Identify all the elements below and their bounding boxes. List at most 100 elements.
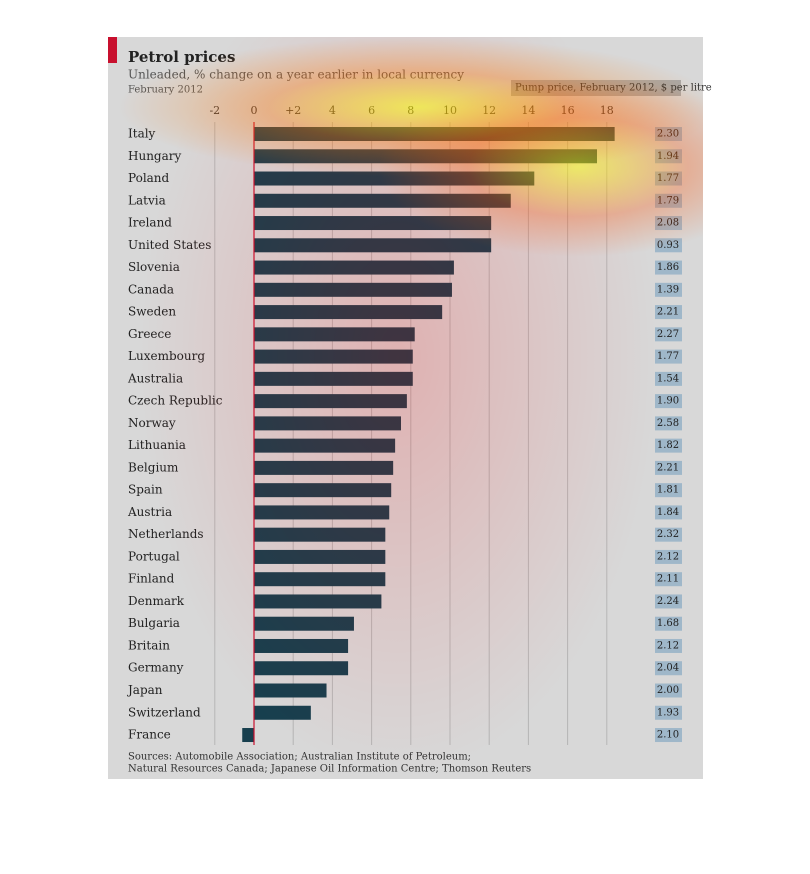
pump-price-label: 2.08 bbox=[657, 218, 679, 229]
bar bbox=[254, 216, 492, 231]
bar bbox=[254, 438, 396, 453]
x-tick-label: +2 bbox=[285, 104, 301, 117]
source-note: Sources: Automobile Association; Austral… bbox=[128, 752, 471, 763]
source-note: Natural Resources Canada; Japanese Oil I… bbox=[128, 764, 531, 775]
category-label: Sweden bbox=[128, 305, 176, 319]
x-tick-label: 14 bbox=[521, 104, 535, 117]
bar bbox=[254, 460, 394, 475]
chart-date: February 2012 bbox=[128, 85, 203, 96]
pump-price-label: 2.10 bbox=[657, 730, 679, 741]
bar bbox=[254, 171, 535, 186]
category-label: Italy bbox=[128, 127, 156, 141]
category-label: Netherlands bbox=[128, 527, 204, 541]
pump-price-label: 1.93 bbox=[657, 707, 679, 718]
bar bbox=[254, 238, 492, 253]
category-label: Poland bbox=[128, 171, 170, 185]
bar bbox=[254, 638, 349, 653]
category-label: Austria bbox=[127, 505, 172, 519]
category-label: Belgium bbox=[128, 460, 179, 474]
pump-price-label: 2.00 bbox=[657, 685, 679, 696]
category-label: Portugal bbox=[128, 549, 180, 563]
category-label: Norway bbox=[128, 416, 176, 430]
bar bbox=[254, 260, 454, 275]
pump-price-label: 1.77 bbox=[657, 351, 679, 362]
chart-title: Petrol prices bbox=[128, 48, 235, 66]
bar bbox=[254, 149, 597, 164]
pump-price-label: 2.21 bbox=[657, 307, 679, 318]
category-label: Denmark bbox=[128, 594, 185, 608]
pump-price-label: 2.32 bbox=[657, 529, 679, 540]
category-label: Latvia bbox=[128, 193, 166, 207]
pump-price-label: 1.81 bbox=[657, 485, 679, 496]
bar bbox=[254, 327, 415, 342]
category-label: Switzerland bbox=[128, 705, 201, 719]
pump-price-label: 2.27 bbox=[657, 329, 679, 340]
pump-price-label: 1.86 bbox=[657, 262, 679, 273]
pump-price-label: 1.39 bbox=[657, 284, 679, 295]
category-label: Australia bbox=[127, 371, 183, 385]
x-tick-label: 8 bbox=[407, 104, 414, 117]
x-tick-label: 10 bbox=[443, 104, 457, 117]
category-label: Greece bbox=[128, 327, 171, 341]
category-label: Slovenia bbox=[128, 260, 180, 274]
bar bbox=[254, 282, 452, 297]
category-label: Ireland bbox=[128, 216, 172, 230]
bar bbox=[254, 594, 382, 609]
pump-price-label: 1.90 bbox=[657, 396, 679, 407]
category-label: Britain bbox=[128, 638, 170, 652]
pump-price-label: 2.21 bbox=[657, 462, 679, 473]
brand-marker bbox=[108, 37, 117, 63]
pump-price-label: 2.12 bbox=[657, 551, 679, 562]
pump-price-label: 1.54 bbox=[657, 373, 679, 384]
category-label: Bulgaria bbox=[128, 616, 180, 630]
bar bbox=[254, 394, 407, 409]
chart-subtitle: Unleaded, % change on a year earlier in … bbox=[128, 68, 464, 82]
bar bbox=[254, 305, 443, 320]
pump-price-label: 1.82 bbox=[657, 440, 679, 451]
category-label: United States bbox=[128, 238, 211, 252]
bar bbox=[254, 416, 401, 431]
bar bbox=[254, 349, 413, 364]
category-label: Germany bbox=[128, 661, 184, 675]
bar bbox=[254, 616, 354, 631]
category-label: Czech Republic bbox=[128, 394, 223, 408]
category-label: Lithuania bbox=[128, 438, 186, 452]
pump-price-label: 1.84 bbox=[657, 507, 679, 518]
x-tick-label: 16 bbox=[561, 104, 575, 117]
pump-price-label: 1.79 bbox=[657, 195, 679, 206]
bar bbox=[254, 193, 511, 208]
pump-price-header: Pump price, February 2012, $ per litre bbox=[515, 83, 712, 94]
bar bbox=[254, 127, 615, 141]
x-tick-label: -2 bbox=[209, 104, 220, 117]
category-label: France bbox=[128, 728, 171, 742]
bar bbox=[254, 549, 386, 564]
x-tick-label: 18 bbox=[600, 104, 614, 117]
bar bbox=[254, 572, 386, 587]
pump-price-label: 2.04 bbox=[657, 663, 679, 674]
pump-price-label: 2.58 bbox=[657, 418, 679, 429]
bar bbox=[254, 527, 386, 542]
category-label: Finland bbox=[128, 572, 175, 586]
pump-price-label: 1.77 bbox=[657, 173, 679, 184]
category-label: Luxembourg bbox=[128, 349, 205, 363]
pump-price-label: 2.11 bbox=[657, 574, 679, 585]
x-tick-label: 0 bbox=[251, 104, 258, 117]
x-tick-label: 6 bbox=[368, 104, 375, 117]
category-label: Spain bbox=[128, 483, 163, 497]
pump-price-label: 1.94 bbox=[657, 151, 679, 162]
pump-price-label: 0.93 bbox=[657, 240, 679, 251]
pump-price-label: 2.30 bbox=[657, 129, 679, 140]
bar bbox=[254, 371, 413, 386]
bar bbox=[242, 728, 254, 743]
x-tick-label: 12 bbox=[482, 104, 496, 117]
pump-price-label: 2.24 bbox=[657, 596, 679, 607]
category-label: Hungary bbox=[128, 149, 181, 163]
bar bbox=[254, 483, 392, 498]
pump-price-label: 2.12 bbox=[657, 640, 679, 651]
bar bbox=[254, 505, 390, 520]
bar bbox=[254, 683, 327, 698]
category-label: Japan bbox=[126, 683, 163, 697]
category-label: Canada bbox=[128, 282, 174, 296]
